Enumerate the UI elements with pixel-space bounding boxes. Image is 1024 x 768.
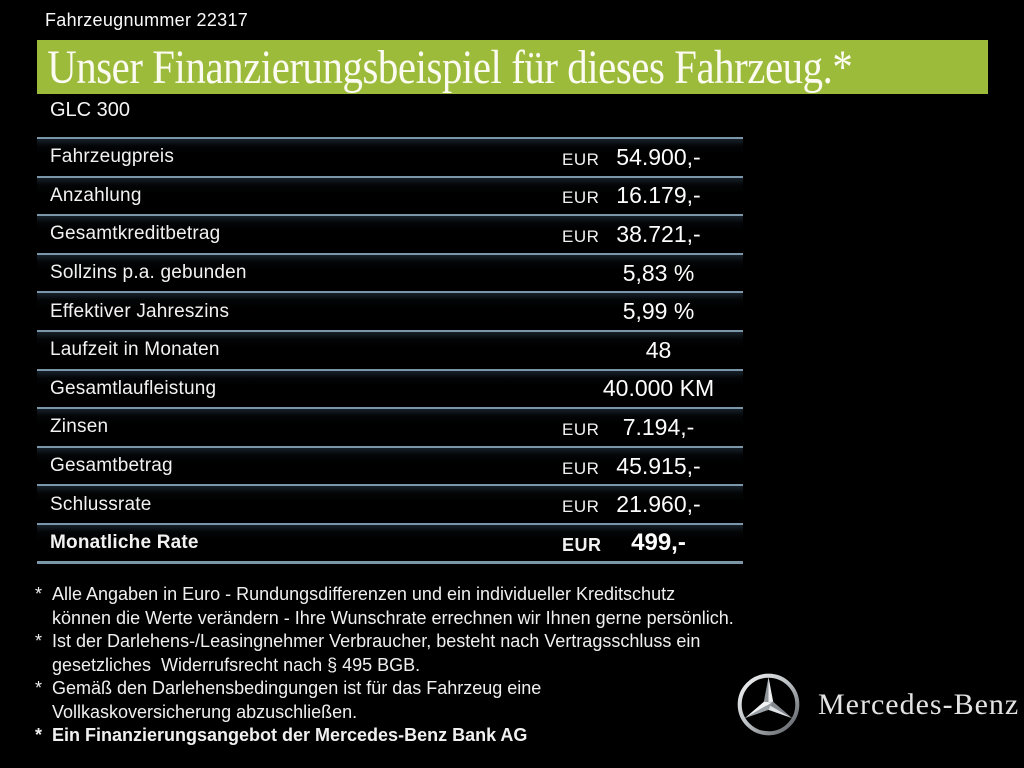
- amount-value: 45.915,-: [616, 452, 701, 479]
- table-row: Anzahlung EUR 16.179,-: [37, 175, 743, 215]
- footnote-text: Alle Angaben in Euro - Rundungsdifferenz…: [52, 583, 745, 630]
- footnotes: * Alle Angaben in Euro - Rundungsdiffere…: [35, 583, 745, 748]
- footnote: * Ist der Darlehens-/Leasingnehmer Verbr…: [35, 630, 745, 677]
- amount-value: 7.194,-: [622, 413, 695, 440]
- row-label: Fahrzeugpreis: [50, 146, 175, 168]
- row-label: Zinsen: [50, 416, 109, 438]
- row-label: Schlussrate: [50, 493, 152, 515]
- footnote-marker: *: [35, 725, 43, 745]
- footnote: * Alle Angaben in Euro - Rundungsdiffere…: [35, 583, 745, 630]
- amount-value: 5,99 %: [622, 298, 695, 325]
- footnote-line: können die Werte verändern - Ihre Wunsch…: [52, 607, 734, 628]
- footnote-line: Ist der Darlehens-/Leasingnehmer Verbrau…: [52, 631, 701, 651]
- footnote-marker: *: [35, 584, 43, 604]
- footnote-text: Gemäß den Darlehensbedingungen ist für d…: [52, 677, 745, 724]
- row-label: Monatliche Rate: [50, 531, 199, 553]
- row-value: 48: [558, 337, 743, 364]
- page-title: Unser Finanzierungsbeispiel für dieses F…: [47, 40, 853, 94]
- table-row: Schlussrate EUR 21.960,-: [37, 484, 743, 523]
- currency-label: EUR: [562, 188, 600, 208]
- table-row: Monatliche Rate EUR 499,-: [37, 522, 743, 564]
- row-label: Gesamtkreditbetrag: [50, 223, 221, 245]
- table-row: Gesamtlaufleistung 40.000 KM: [37, 368, 743, 408]
- table-row: Gesamtkreditbetrag EUR 38.721,-: [37, 214, 743, 253]
- row-value: EUR 499,-: [558, 529, 743, 557]
- row-value: 5,83 %: [558, 260, 743, 287]
- row-value: EUR 16.179,-: [558, 182, 743, 209]
- footnote-line: Ein Finanzierungsangebot der Mercedes-Be…: [52, 725, 528, 745]
- row-label: Anzahlung: [50, 184, 142, 206]
- footnote-marker: *: [35, 631, 43, 651]
- table-row: Sollzins p.a. gebunden 5,83 %: [37, 252, 743, 292]
- amount-value: 48: [645, 336, 672, 363]
- row-label: Gesamtbetrag: [50, 455, 173, 477]
- mercedes-star-icon: [737, 673, 800, 736]
- amount-value: 54.900,-: [616, 143, 701, 170]
- currency-label: EUR: [562, 419, 600, 439]
- row-value: EUR 45.915,-: [558, 453, 743, 480]
- amount-value: 21.960,-: [616, 491, 701, 518]
- row-value: EUR 54.900,-: [558, 144, 743, 171]
- row-value: EUR 21.960,-: [558, 491, 743, 518]
- row-value: 5,99 %: [558, 298, 743, 325]
- amount-value: 38.721,-: [616, 220, 701, 247]
- brand-area: Mercedes-Benz: [735, 671, 1019, 738]
- vehicle-number: Fahrzeugnummer 22317: [45, 10, 249, 30]
- finance-table: Fahrzeugpreis EUR 54.900,- Anzahlung EUR…: [37, 137, 743, 564]
- footnote: * Gemäß den Darlehensbedingungen ist für…: [35, 677, 745, 724]
- amount-value: 499,-: [631, 528, 686, 556]
- footnote-text: Ein Finanzierungsangebot der Mercedes-Be…: [52, 724, 745, 748]
- title-banner: Unser Finanzierungsbeispiel für dieses F…: [37, 40, 988, 94]
- row-value: 40.000 KM: [558, 375, 743, 402]
- amount-value: 40.000 KM: [602, 375, 715, 402]
- row-value: EUR 38.721,-: [558, 221, 743, 248]
- row-label: Laufzeit in Monaten: [50, 339, 220, 361]
- row-value: EUR 7.194,-: [558, 414, 743, 441]
- currency-label: EUR: [562, 534, 602, 555]
- footnote-line: Gemäß den Darlehensbedingungen ist für d…: [52, 678, 542, 698]
- currency-label: EUR: [562, 226, 600, 246]
- footnote: * Ein Finanzierungsangebot der Mercedes-…: [35, 724, 745, 748]
- row-label: Effektiver Jahreszins: [50, 300, 230, 322]
- table-row: Laufzeit in Monaten 48: [37, 329, 743, 369]
- table-row: Gesamtbetrag EUR 45.915,-: [37, 445, 743, 485]
- currency-label: EUR: [562, 458, 600, 478]
- footnote-line: gesetzliches Widerrufsrecht nach § 495 B…: [52, 654, 421, 675]
- amount-value: 5,83 %: [622, 259, 695, 286]
- footnote-text: Ist der Darlehens-/Leasingnehmer Verbrau…: [52, 630, 745, 677]
- footnote-line: Vollkaskoversicherung abzuschließen.: [52, 701, 358, 722]
- row-label: Sollzins p.a. gebunden: [50, 262, 247, 284]
- brand-wordmark: Mercedes-Benz: [818, 687, 1020, 721]
- amount-value: 16.179,-: [616, 182, 701, 209]
- table-row: Fahrzeugpreis EUR 54.900,-: [37, 137, 743, 176]
- footnote-marker: *: [35, 678, 43, 698]
- currency-label: EUR: [562, 149, 600, 169]
- table-row: Zinsen EUR 7.194,-: [37, 407, 743, 446]
- table-row: Effektiver Jahreszins 5,99 %: [37, 291, 743, 330]
- model-name: GLC 300: [50, 99, 131, 121]
- footnote-line: Alle Angaben in Euro - Rundungsdifferenz…: [52, 584, 676, 604]
- row-label: Gesamtlaufleistung: [50, 377, 217, 399]
- currency-label: EUR: [562, 497, 600, 517]
